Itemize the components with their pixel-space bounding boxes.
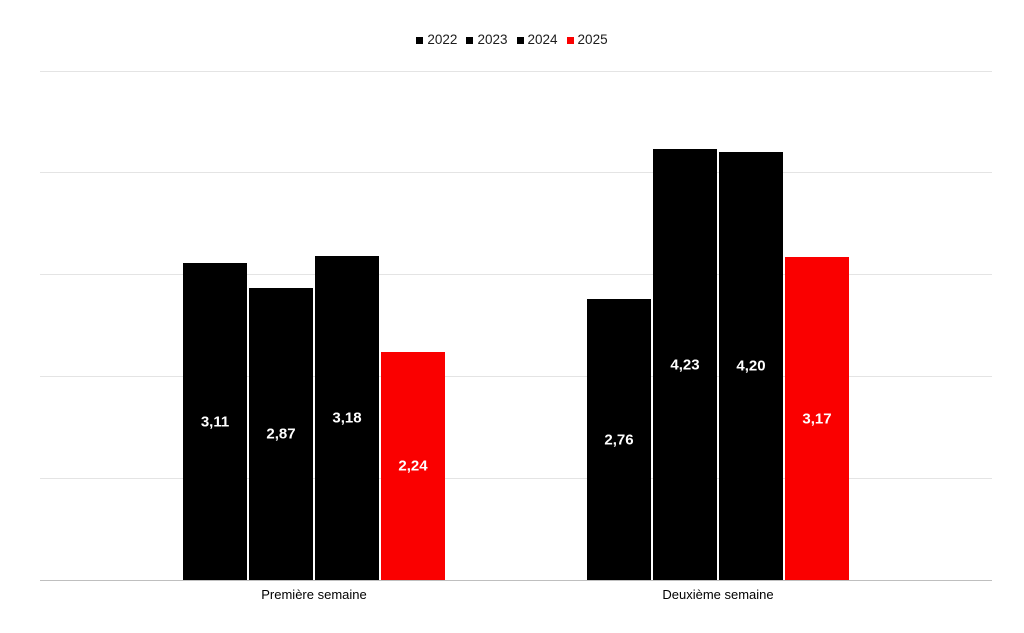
- bar-value-label: 4,23: [670, 356, 700, 374]
- bar-value-label: 3,17: [802, 410, 832, 428]
- legend: 2022 2023 2024 2025: [0, 31, 1024, 49]
- bar-value-label: 2,87: [266, 425, 296, 443]
- bar-2025: 3,17: [785, 257, 849, 580]
- bar-value-label: 3,11: [200, 413, 230, 431]
- bar-2022: 2,76: [587, 299, 651, 580]
- bar-2022: 3,11: [183, 263, 247, 580]
- bar-2024: 3,18: [315, 256, 379, 580]
- bar-value-label: 2,76: [604, 431, 634, 449]
- bar-2023: 4,23: [653, 149, 717, 580]
- legend-marker-icon: [416, 36, 424, 44]
- gridline: [40, 375, 992, 377]
- plot-area: 3,11 2,87 3,18 2,24 Première semaine 2,76 4,23…: [40, 70, 992, 602]
- bar-value-label: 2,24: [398, 457, 428, 475]
- gridline: [40, 477, 992, 479]
- bar-2024: 4,20: [719, 152, 783, 580]
- legend-label: 2023: [477, 32, 508, 48]
- bar-2025: 2,24: [381, 351, 445, 580]
- bar-2023: 2,87: [249, 287, 313, 580]
- legend-item-2025: 2025: [566, 32, 608, 48]
- gridline: [40, 274, 992, 276]
- legend-label: 2022: [427, 32, 458, 48]
- legend-item-2024: 2024: [516, 32, 558, 48]
- legend-label: 2025: [577, 32, 608, 48]
- legend-marker-icon: [516, 36, 524, 44]
- legend-item-2023: 2023: [466, 32, 508, 48]
- gridline: [40, 172, 992, 174]
- category-label: Première semaine: [261, 587, 367, 602]
- bar-value-label: 3,18: [332, 409, 362, 427]
- legend-item-2022: 2022: [416, 33, 457, 47]
- legend-label: 2024: [527, 32, 558, 48]
- bar-value-label: 4,20: [736, 357, 766, 375]
- category-label: Deuxième semaine: [662, 587, 774, 602]
- legend-marker-icon: [466, 36, 474, 44]
- gridline: [40, 70, 992, 72]
- legend-marker-icon: [566, 36, 574, 44]
